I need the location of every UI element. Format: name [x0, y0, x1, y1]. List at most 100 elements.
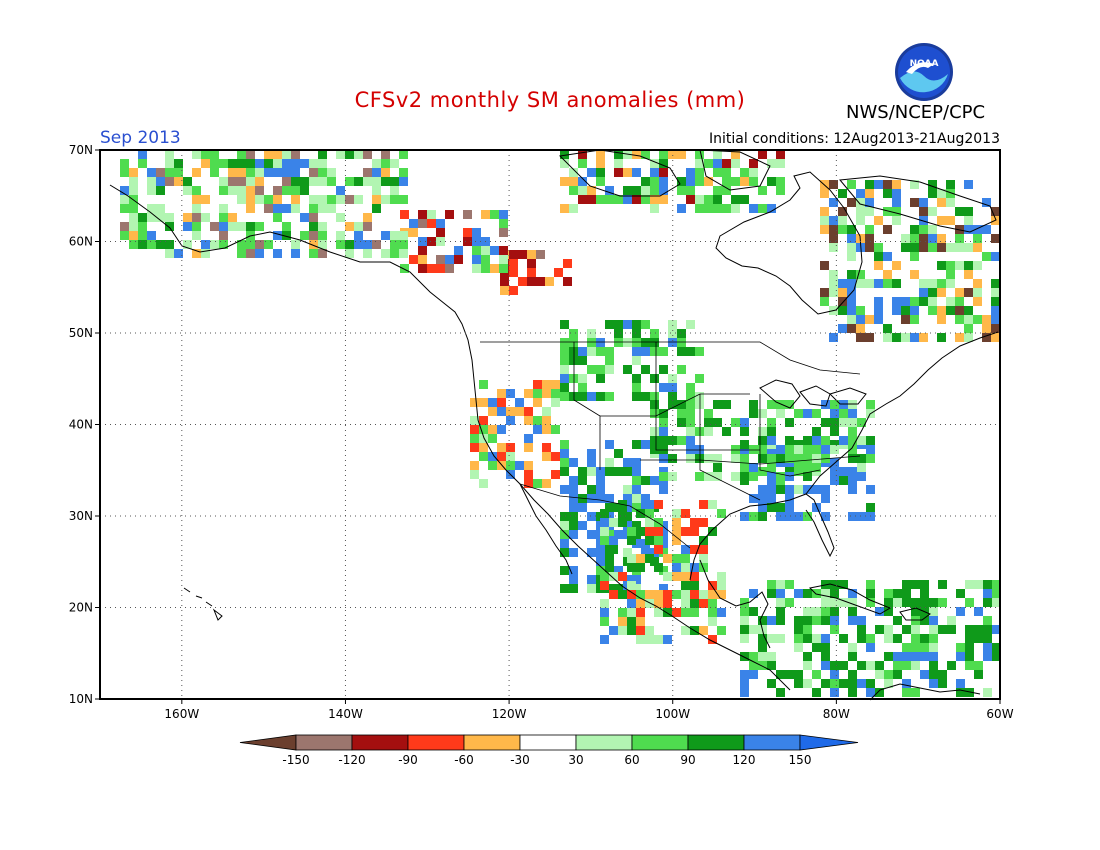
anomaly-cell: [578, 476, 587, 485]
anomaly-cell: [929, 616, 938, 625]
anomaly-cell: [767, 679, 776, 688]
anomaly-cell: [246, 204, 255, 213]
anomaly-cell: [659, 195, 668, 204]
lon-label: 60W: [986, 707, 1013, 721]
anomaly-cell: [928, 225, 937, 234]
anomaly-cell: [901, 234, 910, 243]
anomaly-cell: [758, 503, 767, 512]
anomaly-cell: [875, 661, 884, 670]
anomaly-cell: [965, 652, 974, 661]
anomaly-cell: [659, 445, 668, 454]
anomaly-cell: [309, 159, 318, 168]
anomaly-cell: [874, 315, 883, 324]
anomaly-cell: [848, 598, 857, 607]
anomaly-cell: [695, 177, 704, 186]
anomaly-cell: [654, 527, 663, 536]
anomaly-cell: [381, 249, 390, 258]
anomaly-cell: [506, 407, 515, 416]
anomaly-cell: [857, 616, 866, 625]
anomaly-cell: [623, 485, 632, 494]
anomaly-cell: [165, 222, 174, 231]
anomaly-cell: [627, 608, 636, 617]
anomaly-cell: [901, 315, 910, 324]
anomaly-cell: [856, 207, 865, 216]
anomaly-cell: [641, 476, 650, 485]
anomaly-cell: [677, 418, 686, 427]
anomaly-cell: [681, 626, 690, 635]
anomaly-cell: [875, 625, 884, 634]
anomaly-cell: [463, 210, 472, 219]
anomaly-cell: [686, 427, 695, 436]
anomaly-cell: [884, 679, 893, 688]
anomaly-cell: [892, 306, 901, 315]
anomaly-cell: [596, 392, 605, 401]
anomaly-cell: [600, 518, 609, 527]
anomaly-cell: [767, 159, 776, 168]
anomaly-cell: [309, 231, 318, 240]
anomaly-cell: [812, 589, 821, 598]
anomaly-cell: [974, 634, 983, 643]
legend-labels: -150 -120 -90 -60 -30 30 60 90 120 150: [282, 753, 811, 767]
anomaly-cell: [884, 634, 893, 643]
anomaly-cell: [946, 270, 955, 279]
anomaly-cell: [686, 177, 695, 186]
anomaly-cell: [803, 679, 812, 688]
anomaly-cell: [663, 608, 672, 617]
anomaly-cell: [785, 485, 794, 494]
anomaly-cell: [749, 177, 758, 186]
legend-level-label: -120: [338, 753, 365, 767]
anomaly-cell: [472, 264, 481, 273]
anomaly-cell: [663, 572, 672, 581]
anomaly-cell: [920, 643, 929, 652]
anomaly-cell: [829, 216, 838, 225]
anomaly-cell: [318, 249, 327, 258]
anomaly-cell: [336, 150, 345, 159]
anomaly-cell: [623, 338, 632, 347]
anomaly-cell: [470, 461, 479, 470]
anomaly-cell: [956, 679, 965, 688]
legend-swatch: [519, 734, 577, 751]
anomaly-cell: [865, 225, 874, 234]
anomaly-cell: [659, 409, 668, 418]
anomaly-cell: [488, 434, 497, 443]
anomaly-cell: [785, 467, 794, 476]
anomaly-cell: [156, 177, 165, 186]
anomaly-cell: [785, 418, 794, 427]
anomaly-cell: [955, 243, 964, 252]
anomaly-cell: [704, 454, 713, 463]
anomaly-cell: [569, 494, 578, 503]
anomaly-cell: [892, 189, 901, 198]
anomaly-cell: [120, 159, 129, 168]
anomaly-cell: [830, 440, 839, 449]
anomaly-cell: [713, 204, 722, 213]
anomaly-cell: [488, 452, 497, 461]
anomaly-cell: [708, 590, 717, 599]
anomaly-cell: [542, 443, 551, 452]
anomaly-cell: [641, 548, 650, 557]
anomaly-cell: [928, 207, 937, 216]
anomaly-cell: [776, 485, 785, 494]
anomaly-cell: [327, 168, 336, 177]
anomaly-cell: [632, 485, 641, 494]
anomaly-cell: [713, 400, 722, 409]
anomaly-cell: [812, 607, 821, 616]
anomaly-cell: [645, 518, 654, 527]
anomaly-cell: [645, 626, 654, 635]
anomaly-cell: [717, 590, 726, 599]
anomaly-cell: [569, 186, 578, 195]
anomaly-cell: [902, 580, 911, 589]
anomaly-cell: [183, 213, 192, 222]
anomaly-cell: [848, 445, 857, 454]
anomaly-cell: [147, 168, 156, 177]
anomaly-cell: [956, 607, 965, 616]
anomaly-cell: [722, 427, 731, 436]
anomaly-cell: [776, 186, 785, 195]
anomaly-cell: [856, 279, 865, 288]
anomaly-cell: [722, 177, 731, 186]
lat-label: 10N: [69, 692, 93, 706]
anomaly-cell: [866, 503, 875, 512]
anomaly-cell: [965, 634, 974, 643]
anomaly-cell: [847, 243, 856, 252]
anomaly-cell: [955, 288, 964, 297]
anomaly-cell: [192, 150, 201, 159]
